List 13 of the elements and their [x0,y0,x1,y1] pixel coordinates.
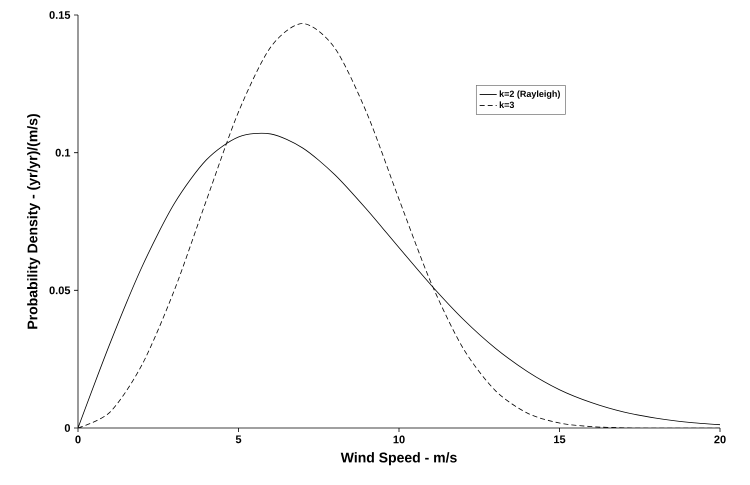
x-tick-label: 15 [554,436,566,444]
x-axis-title: Wind Speed - m/s [340,452,457,466]
x-tick-label: 20 [714,436,726,444]
y-axis-title: Probability Density - (yr/yr)/(m/s) [27,114,40,329]
y-tick-label: 0.1 [56,148,70,157]
y-tick-label: 0.15 [49,11,70,19]
legend-label: k=3 [500,101,514,108]
x-tick-label: 0 [75,436,81,444]
y-tick-label: 0 [64,424,70,432]
legend-label: k=2 (Rayleigh) [500,90,560,99]
x-tick-label: 5 [236,436,242,444]
y-tick-label: 0.05 [49,286,70,294]
x-tick-label: 10 [394,436,405,444]
